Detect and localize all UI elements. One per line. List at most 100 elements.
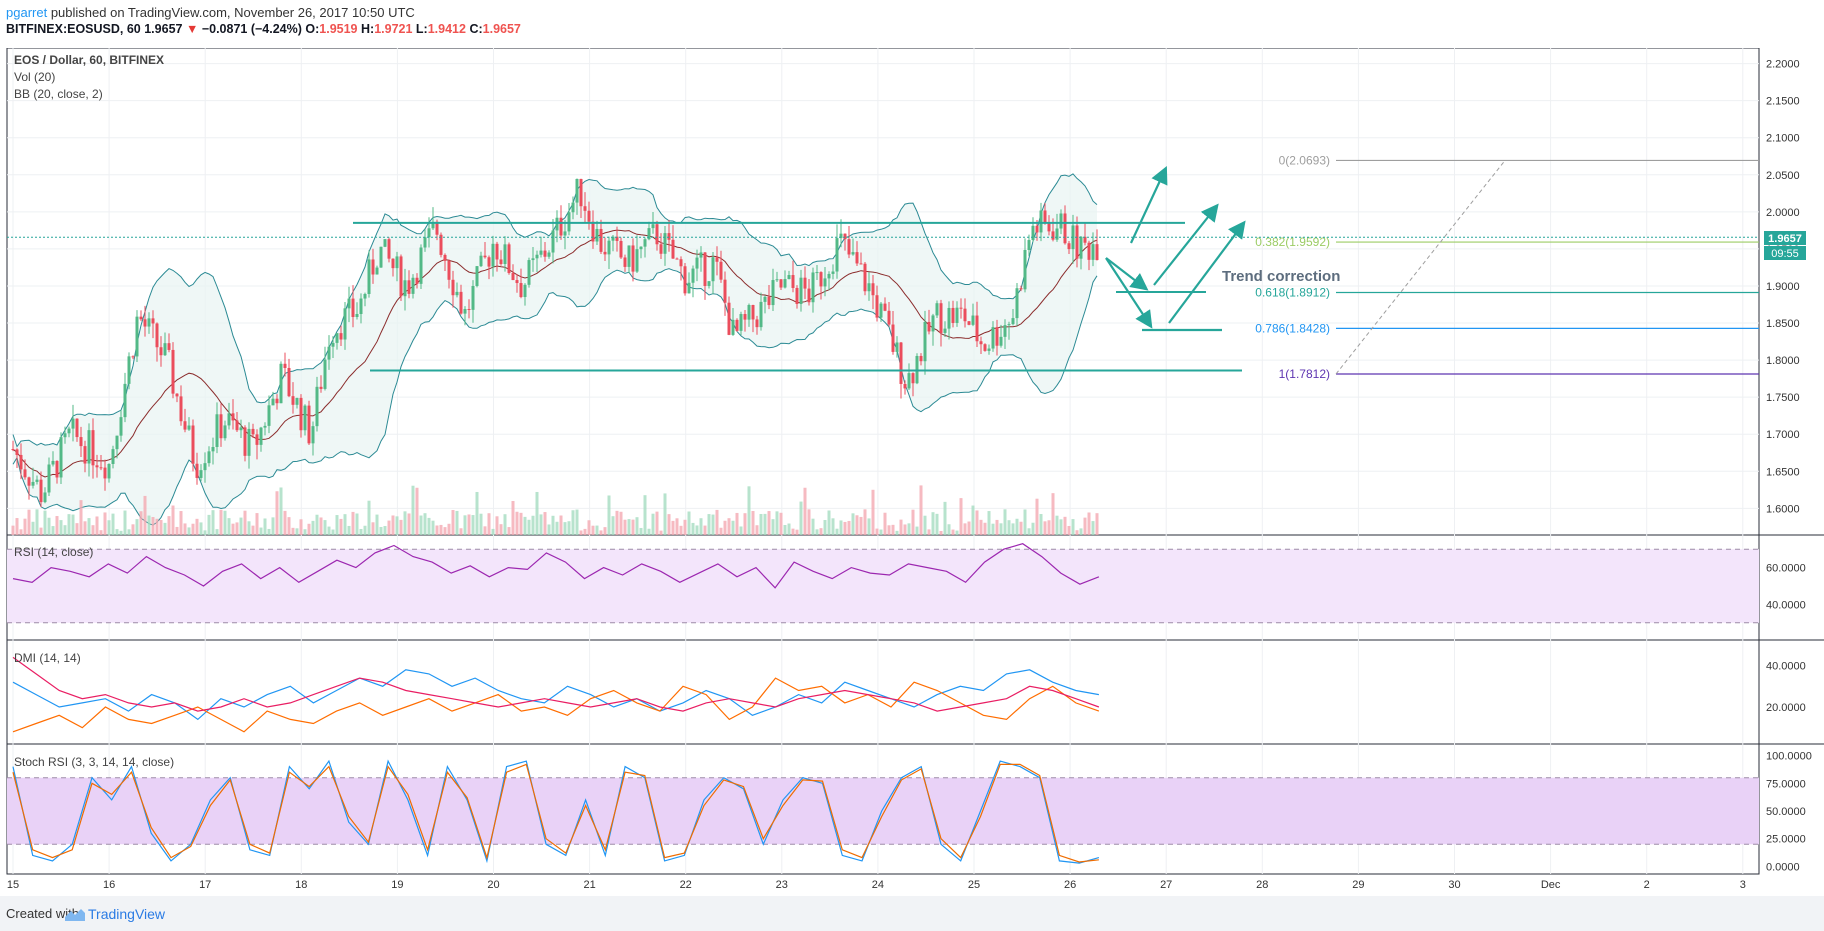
volume-bar [735, 512, 739, 535]
volume-bar [403, 511, 407, 535]
volume-bar [91, 525, 95, 535]
volume-bar [1047, 520, 1051, 535]
volume-bar [655, 511, 659, 535]
volume-bar [31, 521, 35, 535]
volume-bar [359, 528, 363, 535]
candle-body [87, 430, 91, 464]
volume-bar [923, 515, 927, 535]
candle-body [291, 396, 295, 405]
fib-trend-line [1335, 160, 1506, 375]
volume-bar [475, 491, 479, 535]
candle-body [351, 298, 355, 317]
fibonacci-retracement[interactable]: 0(2.0693) 0.382(1.9592) 0.618(1.8912) 0.786… [1255, 153, 1759, 381]
volume-bar [695, 525, 699, 535]
volume-bar [579, 530, 583, 535]
candle-body [655, 224, 659, 245]
price-tick-label: 1.8000 [1766, 355, 1800, 367]
volume-bar [479, 513, 483, 535]
volume-bar [383, 526, 387, 535]
candle-body [1007, 324, 1011, 326]
volume-bar [139, 511, 143, 535]
candle-body [171, 349, 175, 394]
volume-bar [1091, 521, 1095, 535]
candle-body [859, 263, 863, 265]
candle-body [327, 346, 331, 360]
volume-bar [459, 528, 463, 535]
candle-body [543, 250, 547, 257]
candle-body [479, 255, 483, 267]
candle-body [787, 275, 791, 280]
volume-bar [411, 485, 415, 535]
candle-body [279, 363, 283, 404]
candle-body [839, 233, 843, 239]
pane-tick-label: 25.0000 [1766, 834, 1806, 846]
volume-bar [855, 515, 859, 535]
candle-body [243, 427, 247, 456]
volume-bar [51, 526, 55, 535]
candle-body [523, 284, 527, 298]
volume-bar [895, 530, 899, 535]
volume-bar [699, 518, 703, 535]
volume-bar [503, 514, 507, 535]
band-fill [7, 549, 1759, 623]
volume-bar [15, 518, 19, 535]
candle-body [399, 256, 403, 297]
candle-body [463, 309, 467, 314]
author-link[interactable]: pgarret [6, 5, 48, 20]
candle-body [587, 210, 591, 222]
candle-body [663, 233, 667, 254]
volume-bar [519, 512, 523, 535]
volume-bar [71, 514, 75, 535]
candle-body [963, 308, 967, 322]
volume-bar [703, 525, 707, 535]
volume-bar [407, 513, 411, 535]
time-tick-label: 26 [1064, 879, 1076, 891]
candle-body [843, 233, 847, 240]
candle-body [763, 296, 767, 302]
time-tick-label: 29 [1352, 879, 1364, 891]
volume-bar [207, 514, 211, 535]
candle-body [15, 449, 19, 455]
candle-body [283, 363, 287, 368]
volume-bar [191, 523, 195, 535]
candle-body [375, 267, 379, 275]
candle-body [911, 373, 915, 384]
pane-tick-label: 0.0000 [1766, 861, 1800, 873]
volume-bar [959, 498, 963, 535]
chart-canvas[interactable]: 15 16 17 18 19 20 21 22 23 24 25 26 27 28 29 30 Dec 2 3 2.… [0, 48, 1824, 896]
candle-body [191, 425, 195, 464]
volume-bar [1055, 515, 1059, 535]
candle-body [407, 280, 411, 294]
time-tick-label: 22 [680, 879, 692, 891]
volume-bar [683, 519, 687, 535]
projection-arrows[interactable] [1105, 166, 1246, 332]
volume-bar [1031, 522, 1035, 535]
volume-bar [823, 520, 827, 535]
volume-bar [63, 525, 67, 535]
candle-body [319, 386, 323, 389]
candle-body [223, 425, 227, 439]
candle-body [107, 463, 111, 479]
candle-body [303, 405, 307, 431]
candle-body [355, 314, 359, 317]
volume-bar [599, 530, 603, 535]
candle-body [431, 221, 435, 229]
candle-body [403, 280, 407, 297]
volume-bar [271, 517, 275, 535]
volume-bar [539, 514, 543, 535]
volume-bar [1095, 513, 1099, 535]
pane-series-line [12, 543, 1100, 589]
candle-body [471, 285, 475, 310]
volume-bar [151, 517, 155, 535]
candle-body [667, 233, 671, 240]
candle-body [807, 288, 811, 303]
candle-body [459, 291, 463, 314]
volume-bar [55, 516, 59, 535]
bb-upper [12, 173, 1098, 448]
candle-body [227, 413, 231, 426]
candle-body [783, 279, 787, 288]
candle-body [147, 318, 151, 327]
candle-body [931, 315, 935, 332]
last-price-badge-text: 1.9657 [1768, 233, 1802, 245]
tradingview-link[interactable]: TradingView [88, 906, 166, 922]
